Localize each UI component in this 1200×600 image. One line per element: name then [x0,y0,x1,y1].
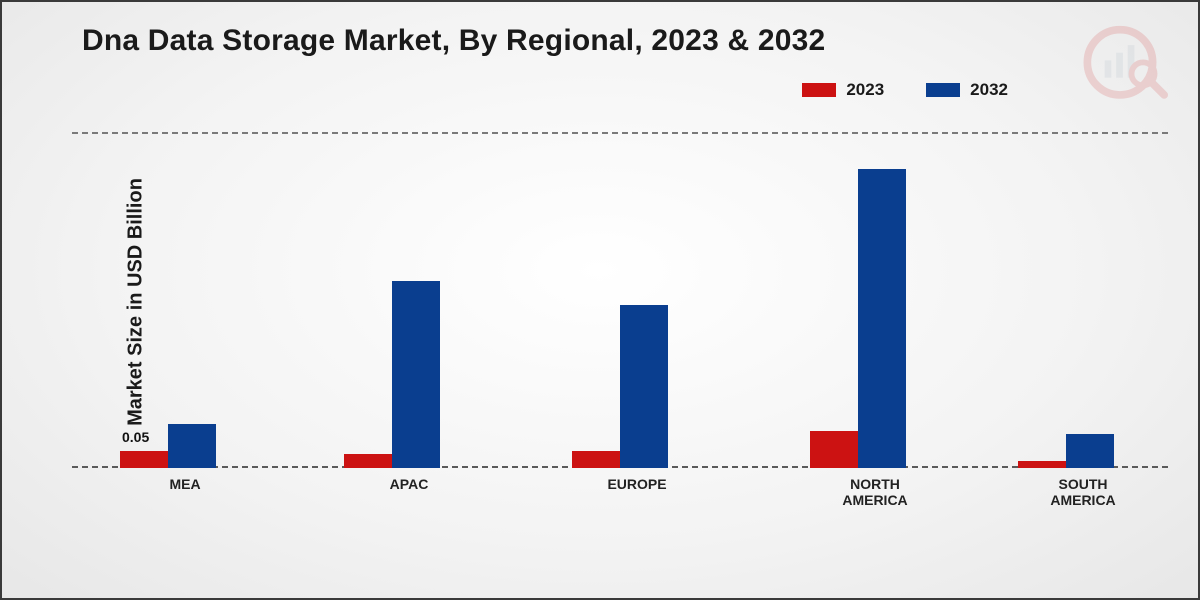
bar-2032 [620,305,668,468]
bar-2023 [572,451,620,468]
legend-swatch-1 [926,83,960,97]
bar-2023 [344,454,392,468]
legend: 2023 2032 [802,80,1008,100]
plot-area: 0.05 MEA APAC EUROPE NORTHAMERICA [72,132,1168,518]
bar-pair [810,169,940,468]
legend-label-0: 2023 [846,80,884,100]
bar-pair [344,281,474,468]
bar-2032 [168,424,216,468]
bar-2023 [810,431,858,468]
bar-2023 [1018,461,1066,468]
x-axis-category-label: APAC [329,468,489,492]
legend-swatch-0 [802,83,836,97]
bar-2032 [858,169,906,468]
chart-container: Dna Data Storage Market, By Regional, 20… [0,0,1200,600]
legend-label-1: 2032 [970,80,1008,100]
data-label: 0.05 [122,429,149,445]
x-axis-category-label: EUROPE [557,468,717,492]
legend-item-0: 2023 [802,80,884,100]
bar-2023 [120,451,168,468]
bar-2032 [1066,434,1114,468]
bar-pair [1018,434,1148,468]
x-axis-category-label: SOUTHAMERICA [1003,468,1163,508]
bar-2032 [392,281,440,468]
x-axis-category-label: MEA [105,468,265,492]
chart-title: Dna Data Storage Market, By Regional, 20… [82,24,825,58]
x-axis-category-label: NORTHAMERICA [795,468,955,508]
bar-pair [572,305,702,468]
watermark-logo-icon [1072,22,1168,118]
top-gridline [72,132,1168,134]
legend-item-1: 2032 [926,80,1008,100]
